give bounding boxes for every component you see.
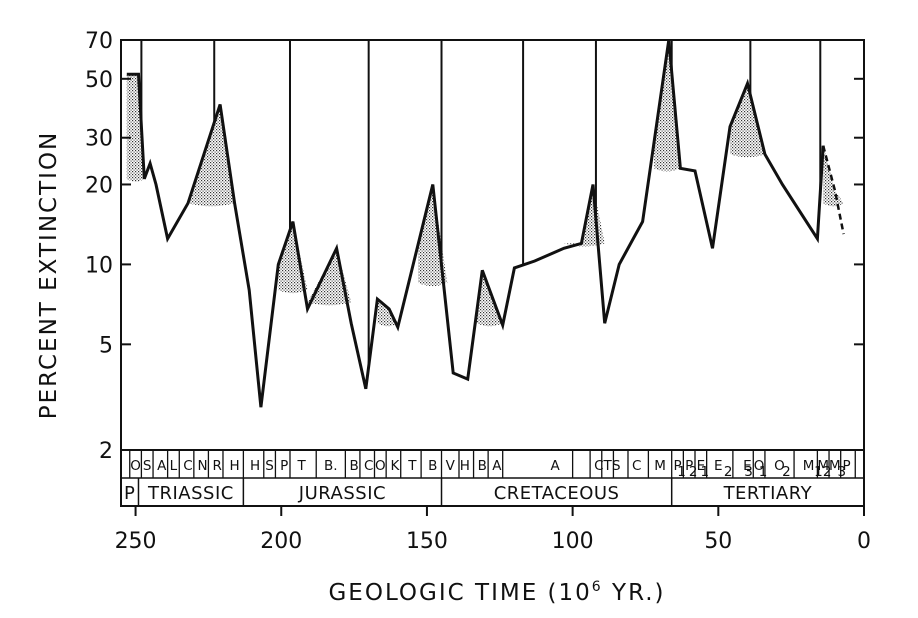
stage-label-33: E	[743, 458, 752, 474]
stage-label-25: T	[602, 458, 612, 474]
stage-label-7: H	[230, 458, 240, 474]
stage-label-1: S	[143, 458, 152, 474]
x-axis-title-unit: YR.)	[603, 580, 666, 606]
stage-label-29: P	[673, 458, 681, 474]
stage-label-2: A	[157, 458, 167, 474]
period-label-0: P	[124, 483, 135, 504]
stage-label-5: N	[198, 458, 208, 474]
period-label-4: TERTIARY	[723, 483, 813, 504]
stage-label-15: O	[375, 458, 386, 474]
shaded-peak-2	[278, 221, 308, 294]
stage-label-37: M	[817, 458, 829, 474]
stage-subscript-6: 2	[782, 464, 791, 480]
stage-subscript-3: 2	[724, 464, 733, 480]
x-tick-label-0: 0	[857, 529, 871, 554]
y-tick-label-50: 50	[85, 68, 113, 93]
shaded-peak-9	[730, 83, 765, 158]
x-tick-label-200: 200	[260, 529, 302, 554]
stage-label-36: M	[803, 458, 815, 474]
shaded-peak-8	[654, 40, 681, 172]
extinction-marker-layer	[140, 40, 822, 367]
stage-label-0: O	[130, 458, 141, 474]
stage-subscript-5: 1	[759, 464, 768, 480]
stage-subscript-0: 1	[677, 464, 686, 480]
period-label-1: TRIASSIC	[147, 483, 234, 504]
stage-label-30: P	[685, 458, 693, 474]
extinction-series-line	[126, 39, 825, 408]
stage-label-12: B.	[324, 458, 338, 474]
stage-label-39: P	[842, 458, 850, 474]
stage-label-34: O	[754, 458, 765, 474]
stage-label-35: O	[774, 458, 785, 474]
stage-label-8: H	[250, 458, 260, 474]
stage-subscript-2: 1	[701, 464, 710, 480]
period-label-3: CRETACEOUS	[494, 483, 620, 504]
x-axis-title-main: GEOLOGIC TIME (10	[328, 580, 591, 606]
stage-label-32: E	[714, 458, 723, 474]
x-tick-label-100: 100	[552, 529, 594, 554]
stage-label-22: A	[492, 458, 502, 474]
y-tick-label-70: 70	[85, 29, 113, 54]
x-tick-label-150: 150	[406, 529, 448, 554]
stage-label-9: S	[265, 458, 274, 474]
shaded-peak-6	[476, 270, 503, 327]
y-tick-label-5: 5	[99, 333, 113, 358]
y-tick-label-2: 2	[99, 439, 113, 464]
stage-label-17: T	[407, 458, 417, 474]
x-tick-label-250: 250	[115, 529, 157, 554]
stage-subscript-9: 3	[837, 464, 846, 480]
stage-label-16: K	[390, 458, 400, 474]
y-axis: 2 5 10 20 30 50 70	[85, 29, 864, 464]
stage-label-13: B	[349, 458, 358, 474]
stage-subscript-8: 2	[823, 464, 832, 480]
shaded-peak-10	[823, 145, 844, 207]
stage-label-20: H	[460, 458, 470, 474]
x-tick-label-50: 50	[704, 529, 732, 554]
stage-subscript-7: 1	[814, 464, 823, 480]
extinction-series-tail	[821, 145, 845, 235]
x-axis: 250 200 150 100 50 0	[115, 506, 871, 554]
x-axis-title: GEOLOGIC TIME (106 YR.)	[328, 579, 665, 606]
stage-label-3: L	[170, 458, 178, 474]
stage-label-23: A	[551, 458, 561, 474]
stage-label-24: C	[594, 458, 603, 474]
stage-label-21: B	[478, 458, 487, 474]
stage-label-11: T	[297, 458, 307, 474]
stage-label-18: B	[428, 458, 437, 474]
stage-label-6: R	[212, 458, 221, 474]
y-tick-label-10: 10	[85, 253, 113, 278]
extinction-line-layer	[126, 39, 845, 408]
stage-label-19: V	[446, 458, 456, 474]
y-tick-label-20: 20	[85, 173, 113, 198]
stage-subscript-4: 3	[744, 464, 753, 480]
y-axis-title: PERCENT EXTINCTION	[36, 131, 62, 420]
stage-label-31: E	[697, 458, 706, 474]
stage-label-26: S	[612, 458, 621, 474]
time-scale-strip: O S A L C N R H H S P T B. B C O K T B V H B A A C T S C M P P E E E O O M M M…	[120, 449, 865, 507]
period-label-2: JURASSIC	[298, 483, 386, 504]
stage-subscript-1: 2	[689, 464, 698, 480]
y-tick-label-30: 30	[85, 127, 113, 152]
stage-label-10: P	[280, 458, 288, 474]
stage-label-27: C	[632, 458, 641, 474]
stage-label-28: M	[654, 458, 666, 474]
stage-label-38: M	[829, 458, 841, 474]
x-axis-title-exponent: 6	[592, 579, 603, 595]
stage-label-14: C	[364, 458, 373, 474]
shaded-peak-layer	[126, 40, 844, 327]
stage-label-4: C	[183, 458, 192, 474]
